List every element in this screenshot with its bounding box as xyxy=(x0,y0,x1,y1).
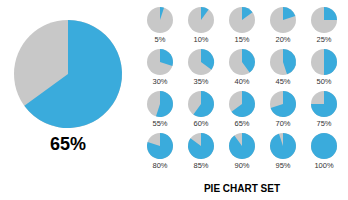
pie xyxy=(188,49,214,75)
pie xyxy=(270,7,296,33)
data-label: 30% xyxy=(152,77,167,86)
pie xyxy=(311,7,337,33)
pie-slice xyxy=(270,133,296,159)
data-label: 90% xyxy=(234,161,249,170)
pie xyxy=(229,7,255,33)
pie-remainder xyxy=(311,7,337,33)
pie-remainder xyxy=(270,91,296,117)
title: PIE CHART SET xyxy=(204,183,280,194)
data-label: 25% xyxy=(316,35,331,44)
pie-slice xyxy=(311,91,337,117)
pie-remainder xyxy=(229,49,255,75)
chart-container: 65% 5% 10% 15% 20% 25% 30% 35% 40% 45% 50% 55% 60% 65… xyxy=(0,0,348,200)
data-label: 85% xyxy=(193,161,208,170)
pie xyxy=(229,91,255,117)
data-label: 70% xyxy=(275,119,290,128)
pie-slice xyxy=(283,49,296,74)
data-label: 80% xyxy=(152,161,167,170)
pie xyxy=(229,133,255,159)
pie-remainder xyxy=(229,133,255,159)
pie xyxy=(147,7,173,33)
pie-remainder xyxy=(188,7,214,33)
pie-slice xyxy=(231,91,255,117)
pie-slice xyxy=(324,7,337,20)
pie-slice xyxy=(160,49,173,66)
pie-remainder xyxy=(188,133,214,159)
pie-slice xyxy=(324,49,337,75)
data-label: 10% xyxy=(193,35,208,44)
pie-slice xyxy=(201,7,209,20)
data-label: 45% xyxy=(275,77,290,86)
data-label: 20% xyxy=(275,35,290,44)
data-label: 50% xyxy=(316,77,331,86)
pie xyxy=(270,133,296,159)
pie xyxy=(14,20,122,128)
pie-slice xyxy=(283,7,295,20)
data-label: 65% xyxy=(50,134,86,154)
pie xyxy=(147,49,173,75)
pie xyxy=(311,49,337,75)
chart: 65% 5% 10% 15% 20% 25% 30% 35% 40% 45% 50% 55% 60% 65… xyxy=(0,0,348,200)
pie-slice xyxy=(242,49,255,73)
pie xyxy=(311,133,337,159)
pie-remainder xyxy=(270,49,296,75)
data-label: 65% xyxy=(234,119,249,128)
pie-slice xyxy=(188,133,214,159)
pie xyxy=(311,91,337,117)
data-label: 75% xyxy=(316,119,331,128)
pie xyxy=(147,133,173,159)
pie-remainder xyxy=(188,91,214,117)
data-label: 55% xyxy=(152,119,167,128)
pie-remainder xyxy=(147,91,173,117)
pie xyxy=(188,7,214,33)
pie-remainder xyxy=(188,49,214,75)
pie-remainder xyxy=(270,133,296,159)
pie-slice xyxy=(201,49,214,70)
data-label: 60% xyxy=(193,119,208,128)
pie-remainder xyxy=(147,133,173,159)
pie-remainder xyxy=(311,91,337,117)
pie-remainder xyxy=(311,49,337,75)
pie-remainder xyxy=(311,133,337,159)
pie-remainder xyxy=(147,49,173,75)
pie xyxy=(270,49,296,75)
pie-slice xyxy=(160,7,164,20)
data-label: 15% xyxy=(234,35,249,44)
pie-slice xyxy=(147,133,173,159)
data-label: 40% xyxy=(234,77,249,86)
pie-slice xyxy=(311,133,337,159)
pie-slice xyxy=(24,20,122,128)
pie-slice xyxy=(242,7,253,20)
pie-slice xyxy=(156,91,173,117)
pie xyxy=(188,91,214,117)
data-label: 100% xyxy=(314,161,334,170)
pie-remainder xyxy=(270,7,296,33)
pie xyxy=(229,49,255,75)
data-label: 5% xyxy=(155,35,166,44)
pie-slice xyxy=(193,91,214,117)
pie-remainder xyxy=(229,7,255,33)
pie-slice xyxy=(229,133,255,159)
pie xyxy=(270,91,296,117)
pie-remainder xyxy=(229,91,255,117)
pie xyxy=(147,91,173,117)
pie-remainder xyxy=(14,20,122,128)
data-label: 95% xyxy=(275,161,290,170)
pie-remainder xyxy=(147,7,173,33)
pie xyxy=(188,133,214,159)
pie-slice xyxy=(271,91,296,117)
data-label: 35% xyxy=(193,77,208,86)
